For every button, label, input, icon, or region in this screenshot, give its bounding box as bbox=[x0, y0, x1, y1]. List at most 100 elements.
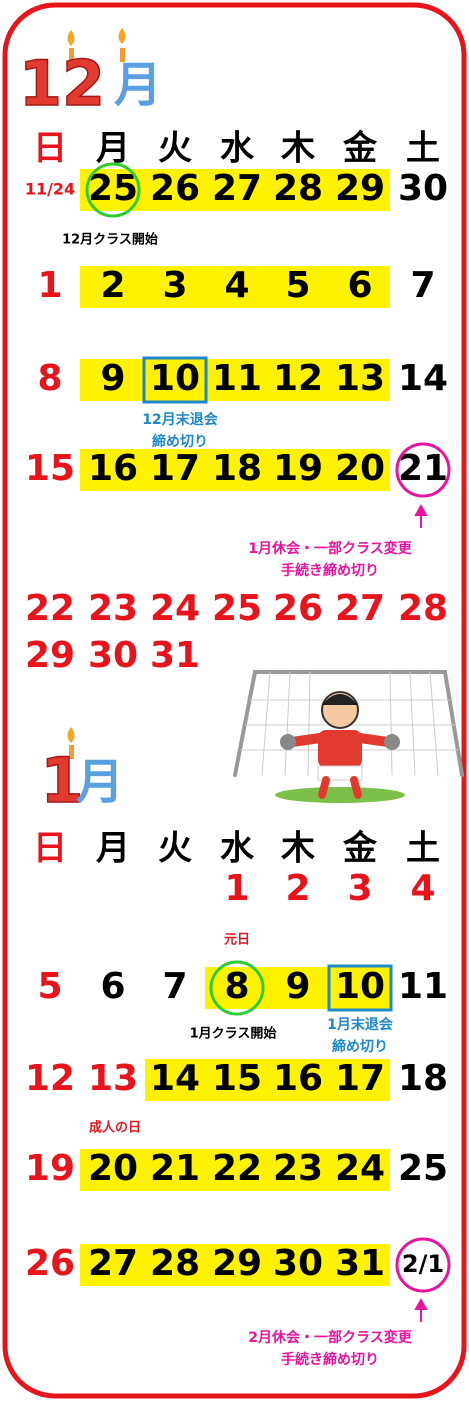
day: 19 bbox=[273, 448, 323, 489]
candle-jan bbox=[67, 727, 75, 759]
arrows bbox=[414, 503, 428, 1322]
day: 30 bbox=[88, 635, 138, 676]
highlight-band bbox=[80, 449, 390, 491]
candles-dec bbox=[67, 28, 126, 62]
note: 1月クラス開始 bbox=[190, 1026, 277, 1042]
day: 28 bbox=[398, 588, 448, 629]
month-number: 1 bbox=[40, 744, 83, 817]
day: 2/1 bbox=[402, 1250, 444, 1278]
day: 29 bbox=[25, 635, 75, 676]
day: 20 bbox=[88, 1148, 138, 1189]
note: 成人の日 bbox=[89, 1120, 141, 1136]
day: 3 bbox=[347, 868, 372, 909]
day: 24 bbox=[335, 1148, 385, 1189]
day: 12 bbox=[25, 1058, 75, 1099]
day-box bbox=[142, 356, 208, 404]
weekday: 火 bbox=[158, 829, 192, 869]
day: 23 bbox=[273, 1148, 323, 1189]
day: 21 bbox=[398, 448, 448, 489]
day: 5 bbox=[285, 265, 310, 306]
day: 10 bbox=[150, 358, 200, 399]
day: 2 bbox=[100, 265, 125, 306]
day: 30 bbox=[273, 1243, 323, 1284]
weekday: 月 bbox=[96, 129, 130, 169]
day: 23 bbox=[88, 588, 138, 629]
day: 11 bbox=[398, 966, 448, 1007]
note: 1月休会・一部クラス変更 bbox=[248, 540, 412, 557]
day: 27 bbox=[212, 168, 262, 209]
day: 25 bbox=[88, 168, 138, 209]
weekday: 日 bbox=[33, 829, 67, 869]
day: 29 bbox=[335, 168, 385, 209]
day: 29 bbox=[212, 1243, 262, 1284]
day: 15 bbox=[212, 1058, 262, 1099]
day: 25 bbox=[212, 588, 262, 629]
day: 25 bbox=[398, 1148, 448, 1189]
goalkeeper-illustration bbox=[233, 670, 464, 803]
day-box bbox=[327, 964, 393, 1012]
day: 22 bbox=[25, 588, 75, 629]
day: 17 bbox=[335, 1058, 385, 1099]
weekday: 月 bbox=[96, 829, 130, 869]
day: 30 bbox=[398, 168, 448, 209]
day: 14 bbox=[150, 1058, 200, 1099]
day: 18 bbox=[398, 1058, 448, 1099]
highlight-band bbox=[80, 359, 390, 401]
day: 19 bbox=[25, 1148, 75, 1189]
day: 1 bbox=[224, 868, 249, 909]
day: 4 bbox=[224, 265, 249, 306]
day: 24 bbox=[150, 588, 200, 629]
day-circle bbox=[85, 162, 141, 218]
note: 1月末退会 bbox=[327, 1016, 394, 1033]
day: 22 bbox=[212, 1148, 262, 1189]
day: 14 bbox=[398, 358, 448, 399]
day: 11 bbox=[212, 358, 262, 399]
weekday: 金 bbox=[342, 829, 378, 869]
note: 12月クラス開始 bbox=[62, 232, 158, 248]
month-number: 12 bbox=[19, 47, 105, 120]
day: 13 bbox=[88, 1058, 138, 1099]
day: 26 bbox=[273, 588, 323, 629]
weekday: 水 bbox=[220, 829, 255, 869]
weekday: 水 bbox=[220, 129, 255, 169]
day: 9 bbox=[100, 358, 125, 399]
day: 5 bbox=[37, 966, 62, 1007]
day: 12 bbox=[273, 358, 323, 399]
highlight-band bbox=[205, 967, 390, 1009]
note: 手続き締め切り bbox=[281, 562, 379, 579]
note: 12月末退会 bbox=[142, 411, 218, 428]
day: 18 bbox=[212, 448, 262, 489]
note: 2月休会・一部クラス変更 bbox=[248, 1329, 412, 1346]
note: 締め切り bbox=[332, 1038, 388, 1055]
day: 11/24 bbox=[25, 180, 75, 199]
day-circle bbox=[395, 1237, 451, 1293]
weekday: 金 bbox=[342, 129, 378, 169]
day: 15 bbox=[25, 448, 75, 489]
day: 21 bbox=[150, 1148, 200, 1189]
highlight-band bbox=[80, 266, 390, 308]
highlight-band bbox=[80, 1244, 390, 1286]
month-unit: 月 bbox=[76, 754, 124, 810]
day: 28 bbox=[273, 168, 323, 209]
day: 13 bbox=[335, 358, 385, 399]
day-circle bbox=[395, 442, 451, 498]
day: 9 bbox=[285, 966, 310, 1007]
day: 26 bbox=[25, 1243, 75, 1284]
highlight-band bbox=[80, 169, 390, 211]
day: 7 bbox=[410, 265, 435, 306]
day: 26 bbox=[150, 168, 200, 209]
day: 8 bbox=[37, 358, 62, 399]
day: 16 bbox=[88, 448, 138, 489]
note: 手続き締め切り bbox=[281, 1351, 379, 1368]
note: 締め切り bbox=[152, 433, 208, 450]
day: 2 bbox=[285, 868, 310, 909]
day: 27 bbox=[88, 1243, 138, 1284]
weekday: 土 bbox=[406, 829, 440, 869]
weekday: 木 bbox=[280, 829, 315, 869]
day: 27 bbox=[335, 588, 385, 629]
day: 8 bbox=[224, 966, 249, 1007]
day: 31 bbox=[335, 1243, 385, 1284]
month-unit: 月 bbox=[114, 57, 162, 113]
day-circle bbox=[209, 960, 265, 1016]
